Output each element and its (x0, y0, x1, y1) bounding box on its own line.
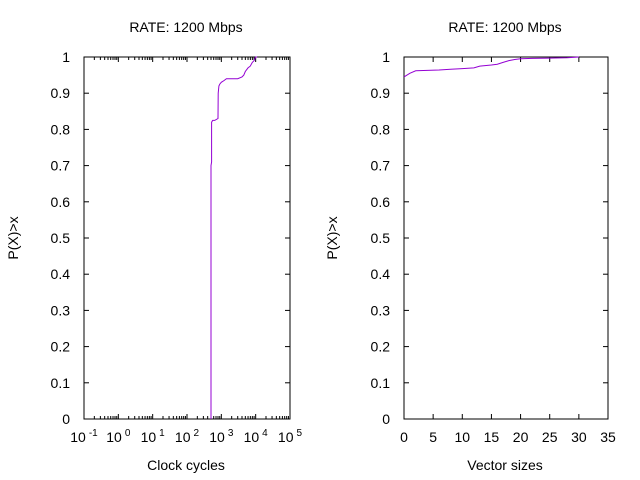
chart-title-right: RATE: 1200 Mbps (448, 19, 561, 35)
x-tick-label: 10 -1 (70, 428, 98, 445)
x-tick-label: 10 5 (278, 428, 303, 445)
y-tick-label: 0.4 (371, 266, 391, 282)
y-tick-label: 0.7 (371, 158, 391, 174)
y-tick-label: 0.1 (51, 375, 71, 391)
y-tick-label: 0 (382, 411, 390, 427)
x-tick-label: 10 4 (244, 428, 269, 445)
y-tick-label: 0 (62, 411, 70, 427)
x-ticks-right: 0 5 10 15 20 25 30 35 (400, 57, 616, 445)
y-tick-label: 0.6 (371, 194, 391, 210)
plot-frame-left (83, 56, 291, 420)
x-tick-label: 30 (571, 429, 587, 445)
y-tick-label: 0.4 (51, 266, 71, 282)
series-line-left (210, 56, 258, 419)
panel-vector-sizes: RATE: 1200 Mbps P(X)>x Vector sizes 0 0.1… (324, 19, 616, 473)
y-tick-label: 1 (62, 49, 70, 65)
y-ticks-left: 0 0.1 0.2 0.3 0.4 0.5 0.6 0.7 0.8 0.9 1 (51, 49, 290, 427)
y-tick-label: 0.2 (51, 339, 71, 355)
x-tick-label: 5 (429, 429, 437, 445)
y-tick-label: 0.8 (51, 121, 71, 137)
y-tick-label: 0.1 (371, 375, 391, 391)
y-axis-label-right: P(X)>x (324, 216, 340, 259)
y-ticks-right: 0 0.1 0.2 0.3 0.4 0.5 0.6 0.7 0.8 0.9 1 (371, 49, 608, 427)
x-tick-label: 15 (484, 429, 500, 445)
x-tick-label: 10 0 (106, 428, 131, 445)
y-tick-label: 0.2 (371, 339, 391, 355)
y-tick-label: 1 (382, 49, 390, 65)
y-tick-label: 0.5 (371, 230, 391, 246)
panel-clock-cycles: RATE: 1200 Mbps P(X)>x Clock cycles 0 0.1… (5, 19, 303, 473)
x-tick-label: 10 (454, 429, 470, 445)
x-axis-label-left: Clock cycles (147, 457, 225, 473)
y-tick-label: 0.9 (51, 85, 71, 101)
y-tick-label: 0.9 (371, 85, 391, 101)
x-tick-label: 20 (513, 429, 529, 445)
plot-frame-right (403, 56, 609, 420)
y-tick-label: 0.3 (51, 302, 71, 318)
y-tick-label: 0.6 (51, 194, 71, 210)
x-tick-label: 10 1 (141, 428, 166, 445)
y-tick-label: 0.5 (51, 230, 71, 246)
y-tick-label: 0.7 (51, 158, 71, 174)
y-tick-label: 0.3 (371, 302, 391, 318)
x-axis-label-right: Vector sizes (467, 457, 542, 473)
x-tick-label: 35 (600, 429, 616, 445)
chart-title-left: RATE: 1200 Mbps (129, 19, 242, 35)
x-tick-label: 10 3 (209, 428, 234, 445)
y-axis-label-left: P(X)>x (5, 216, 21, 259)
y-tick-label: 0.8 (371, 121, 391, 137)
x-tick-label: 0 (400, 429, 408, 445)
x-tick-label: 10 2 (175, 428, 200, 445)
series-line-right (403, 56, 579, 78)
x-tick-label: 25 (542, 429, 558, 445)
x-ticks-left: 10 -1 10 0 10 1 10 2 10 3 10 4 10 5 (70, 57, 303, 445)
